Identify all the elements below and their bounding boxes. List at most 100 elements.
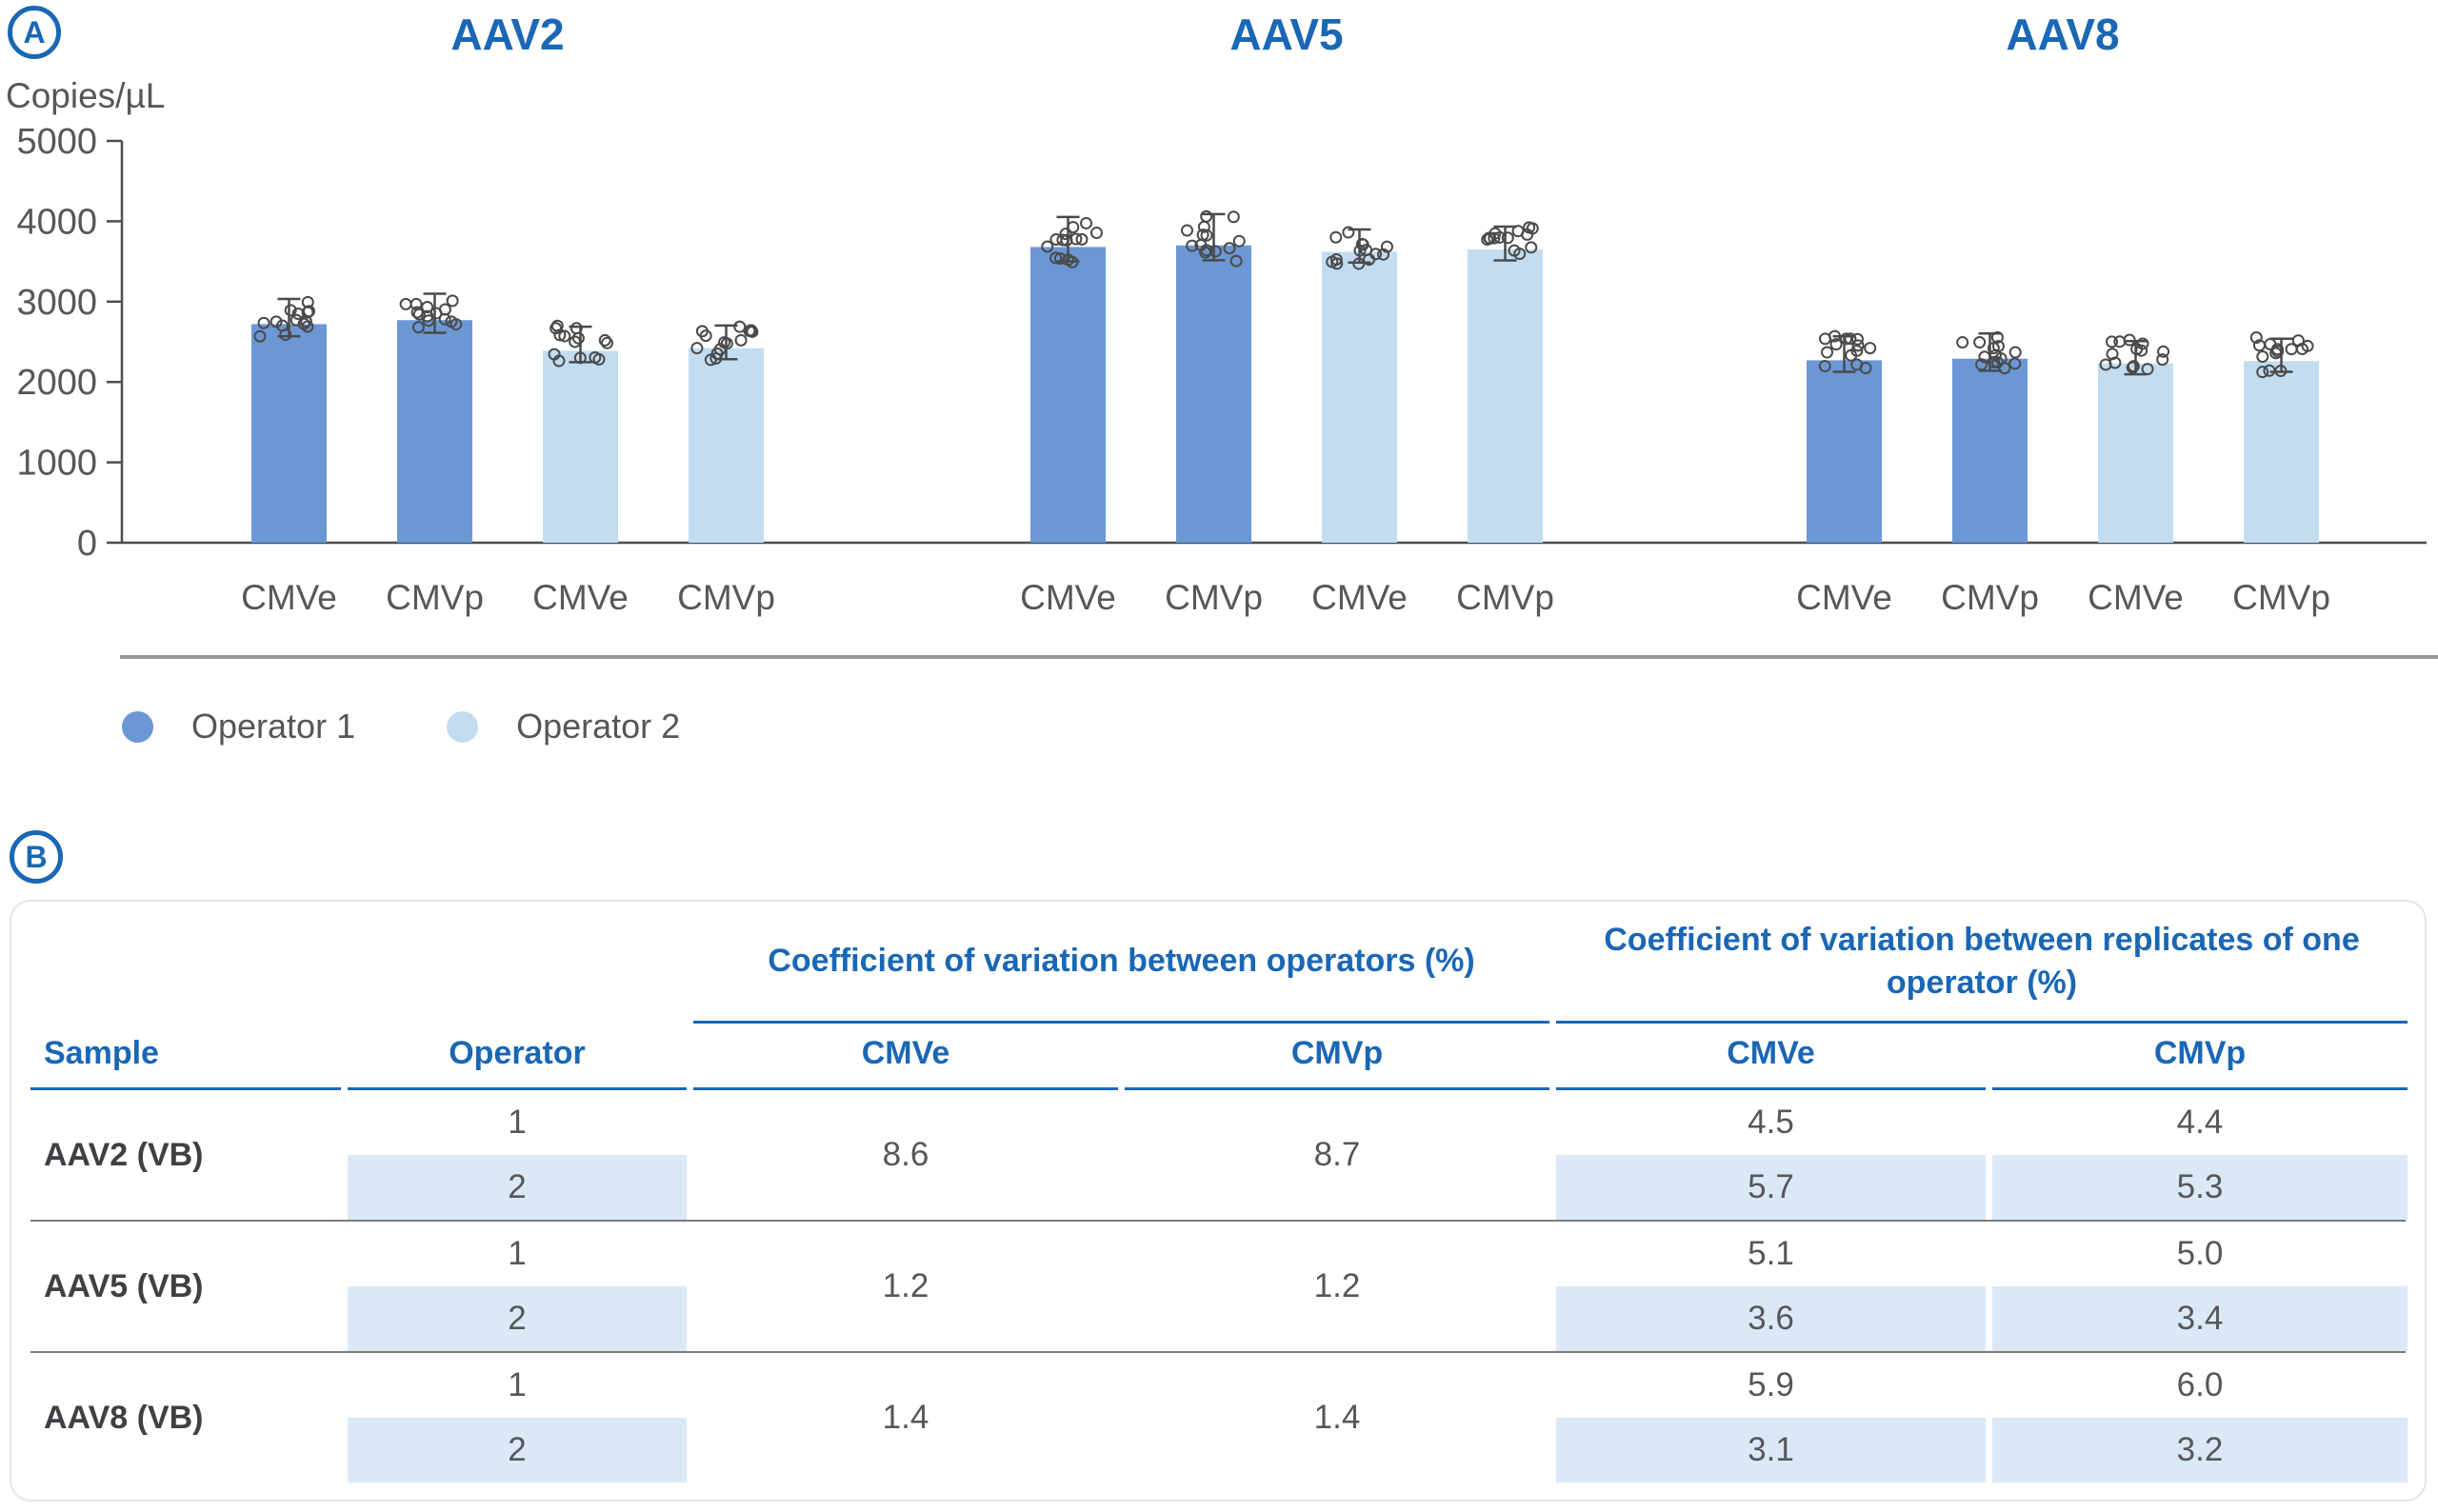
operator-number: 1 [508, 1104, 527, 1141]
data-point [690, 342, 704, 355]
data-point [1488, 231, 1501, 245]
chart-legend: Operator 1 Operator 2 [122, 706, 680, 746]
cv-table: Coefficient of variation between operato… [10, 900, 2427, 1502]
data-point [2156, 353, 2169, 367]
operator-number: 1 [508, 1235, 527, 1272]
bar-aav8-cmve-op2 [2098, 363, 2173, 543]
data-point [1089, 227, 1103, 240]
data-point [450, 318, 463, 331]
data-point [2141, 363, 2154, 376]
data-point [589, 350, 602, 364]
bar-aav5-cmvp-op1 [1176, 245, 1251, 543]
cv-between-cmvp: 1.4 [1313, 1399, 1361, 1436]
data-point [410, 297, 423, 310]
y-tick-label: 4000 [16, 202, 97, 242]
x-category-label: CMVe [241, 578, 337, 617]
data-point [1820, 346, 1833, 359]
bar-aav5-cmve-op2 [1322, 251, 1397, 543]
x-category-label: CMVp [1456, 578, 1554, 617]
data-point [1059, 228, 1072, 241]
cv-replicates-cmvp: 5.3 [1992, 1155, 2408, 1220]
data-point [1850, 358, 1864, 371]
data-point [1363, 253, 1376, 267]
header-group-between-replicates: Coefficient of variation between replica… [1556, 902, 2408, 1024]
data-point [745, 324, 758, 337]
legend-item-operator2: Operator 2 [447, 706, 680, 746]
bar-aav2-cmve-op1 [251, 324, 327, 543]
data-point [1864, 342, 1877, 355]
y-tick-label: 2000 [16, 363, 97, 403]
data-point [1186, 239, 1199, 252]
data-point [1987, 342, 2000, 355]
legend-item-operator1: Operator 1 [122, 706, 355, 746]
x-category-label: CMVe [532, 578, 629, 617]
data-point [2123, 333, 2136, 347]
data-point [2008, 346, 2022, 359]
data-point [1196, 229, 1209, 242]
data-point [1851, 339, 1865, 352]
data-point [438, 312, 451, 326]
data-point [2285, 343, 2298, 356]
data-point [421, 309, 434, 323]
group-title: AAV2 [450, 10, 564, 59]
data-point [284, 304, 297, 317]
x-category-label: CMVp [386, 578, 484, 617]
sample-name: AAV2 (VB) [44, 1136, 204, 1173]
cv-replicates-cmve: 3.1 [1556, 1418, 1986, 1482]
data-point [1829, 338, 1843, 351]
data-point [279, 328, 292, 342]
cv-table-header: Coefficient of variation between operato… [30, 902, 2408, 1090]
group-title: AAV5 [1229, 10, 1343, 59]
data-point [1526, 222, 1539, 235]
legend-label-operator1: Operator 1 [191, 706, 356, 746]
x-category-label: CMVe [2088, 578, 2184, 617]
operator-number: 2 [348, 1418, 687, 1482]
cv-between-cmve: 8.6 [882, 1136, 929, 1173]
data-point [548, 348, 561, 361]
cv-replicates-cmve: 5.9 [1748, 1366, 1794, 1403]
bar-aav8-cmvp-op2 [2244, 361, 2319, 543]
header-group-between-operators: Coefficient of variation between operato… [693, 902, 1549, 1024]
data-point [2301, 339, 2314, 352]
cv-between-cmvp: 8.7 [1313, 1136, 1361, 1173]
data-point [1200, 209, 1213, 223]
operator-number: 2 [348, 1155, 687, 1220]
legend-swatch-operator1 [122, 710, 153, 743]
sample-name: AAV5 (VB) [44, 1267, 204, 1304]
data-point [2291, 334, 2305, 348]
data-point [2256, 350, 2269, 364]
data-point [1525, 241, 1538, 254]
data-point [1355, 237, 1369, 250]
data-point [1041, 240, 1054, 253]
x-category-label: CMVp [677, 578, 775, 617]
data-point [1075, 232, 1089, 246]
data-point [1053, 252, 1067, 266]
data-point [2256, 366, 2269, 379]
data-point [1229, 254, 1243, 268]
column-header-between-cmve: CMVe [693, 1024, 1118, 1090]
data-point [1342, 226, 1355, 239]
data-point [734, 333, 748, 347]
y-tick-label: 3000 [16, 283, 97, 323]
data-point [1956, 336, 1969, 349]
panel-b-badge: B [10, 830, 63, 884]
data-point [270, 315, 283, 328]
data-point [2106, 348, 2119, 361]
data-point [1508, 244, 1521, 257]
bar-aav8-cmve-op1 [1807, 360, 1882, 543]
legend-divider-line [120, 655, 2438, 659]
data-point [558, 329, 571, 343]
data-point [1060, 233, 1073, 247]
x-category-label: CMVp [2232, 578, 2330, 617]
x-category-label: CMVp [1941, 578, 2039, 617]
data-point [1840, 332, 1853, 346]
data-point [1049, 233, 1063, 247]
data-point [570, 322, 583, 335]
data-point [1481, 233, 1494, 247]
legend-label-operator2: Operator 2 [516, 706, 681, 746]
data-point [1223, 242, 1236, 255]
table-group-aav8: AAV8 (VB) 1 2 1.4 1.4 5.9 6.0 3.1 3.2 [30, 1351, 2408, 1482]
data-point [410, 306, 424, 319]
cv-between-cmvp: 1.2 [1313, 1267, 1361, 1304]
column-header-replicates-cmve: CMVe [1556, 1024, 1986, 1090]
